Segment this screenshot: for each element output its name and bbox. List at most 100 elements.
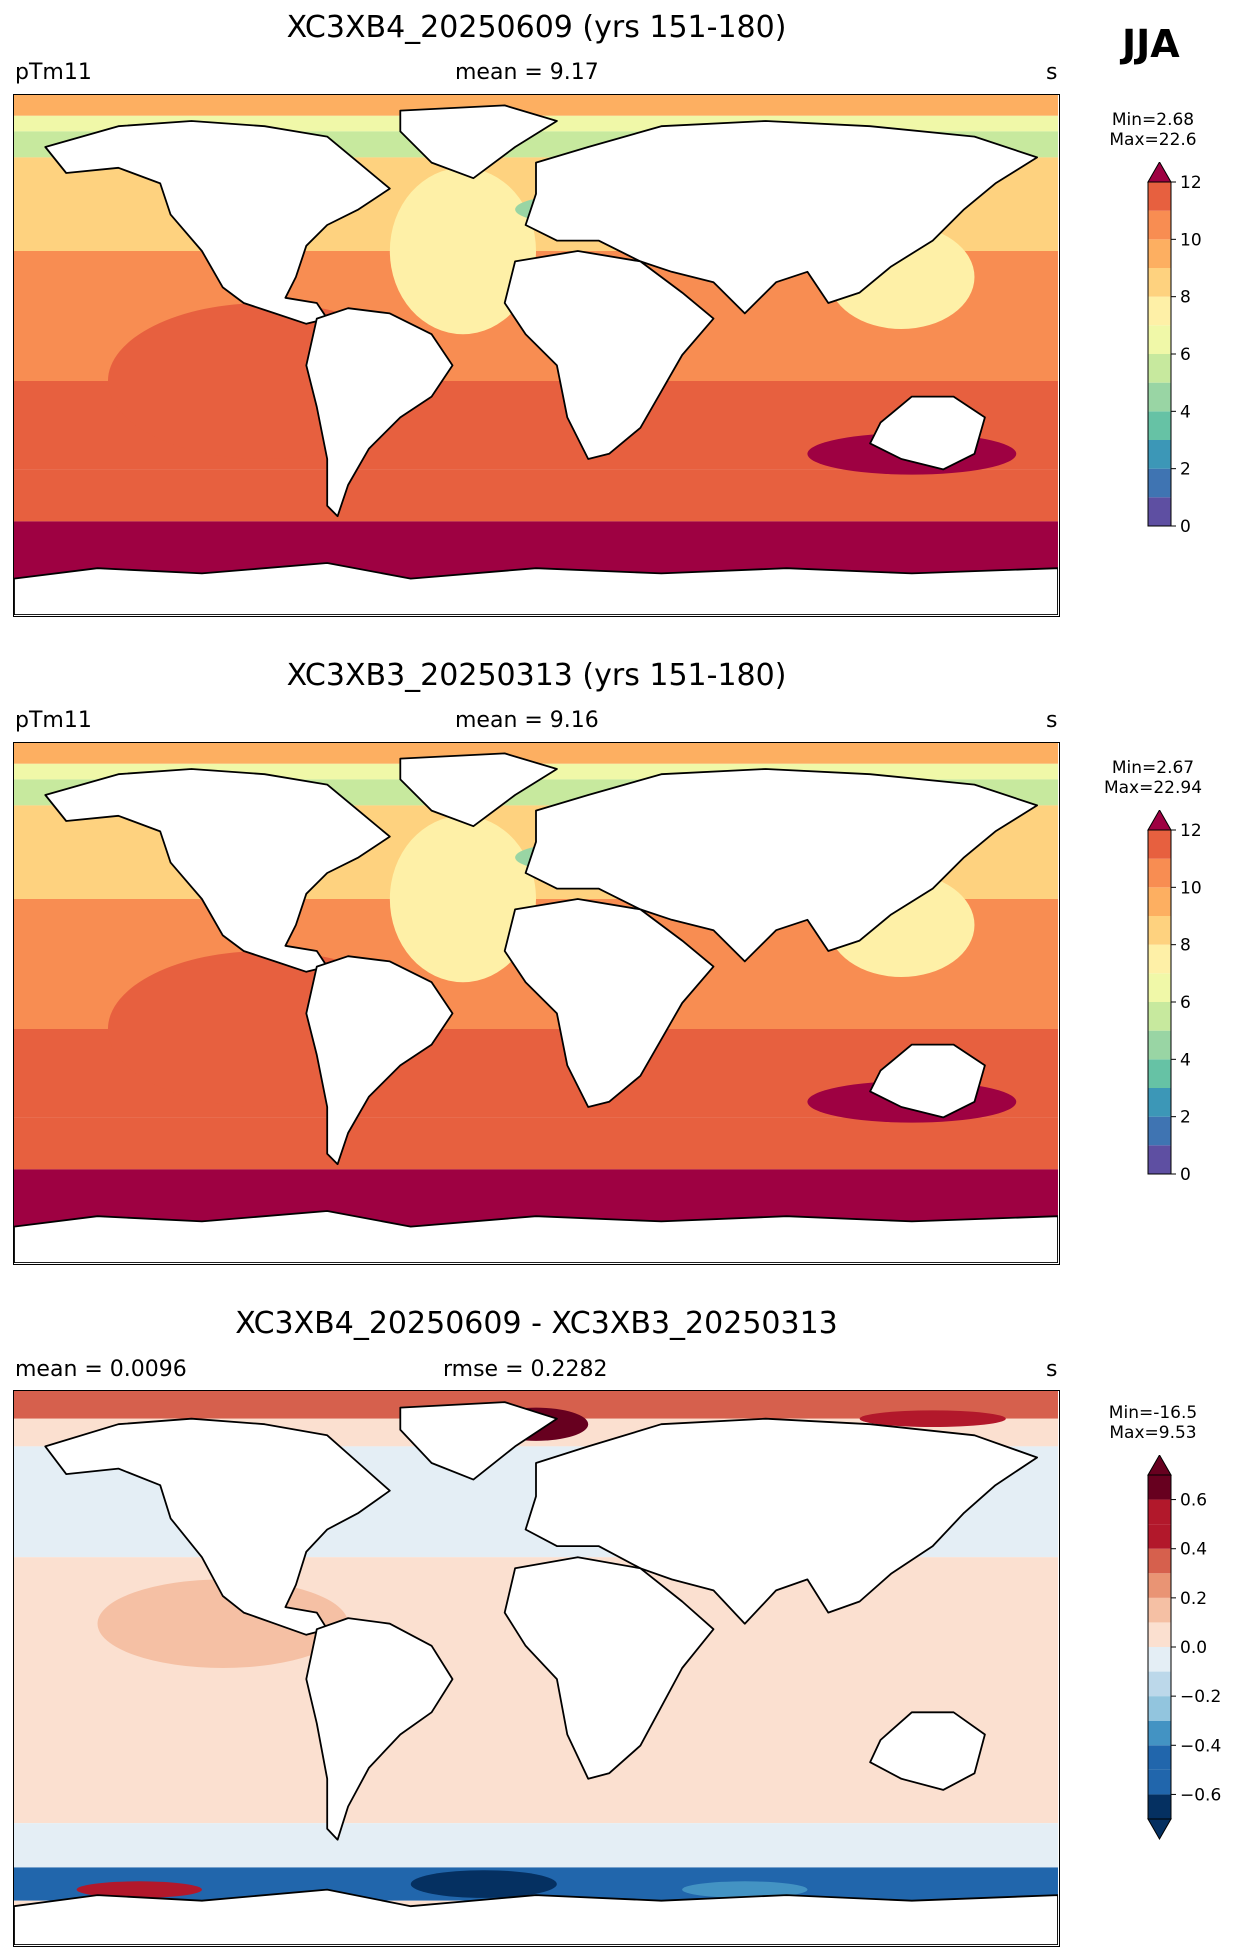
panel-2-variable-label: pTm11 (15, 708, 92, 733)
colorbar-tick-label: 2 (1180, 460, 1191, 480)
land-africa (503, 898, 715, 1108)
colorbar-tick-label: 4 (1180, 402, 1191, 422)
colorbar-tick-label: 6 (1180, 345, 1191, 365)
land-greenland (399, 752, 558, 828)
colorbar-tick-label: −0.6 (1180, 1785, 1221, 1805)
colorbar-bin (1148, 830, 1171, 859)
colorbar-bin (1148, 1145, 1171, 1174)
panel-2-colorbar: 0 2 4 6 8 10 12 (1147, 810, 1202, 1185)
panel-1-map (13, 94, 1060, 617)
land-northAmerica (44, 120, 391, 325)
colorbar-bin (1148, 1548, 1171, 1574)
panel-3-max: Max=9.53 (1109, 1423, 1197, 1443)
panel-1-minmax: Min=2.68 Max=22.6 (1098, 110, 1208, 150)
season-label: JJA (1122, 22, 1180, 66)
panel-2-max: Max=22.94 (1103, 778, 1203, 798)
field-blob (682, 1881, 808, 1898)
colorbar-bin (1148, 1002, 1171, 1031)
colorbar-bin (1148, 973, 1171, 1002)
colorbar-tick-label: 4 (1180, 1050, 1191, 1070)
land-greenland (399, 1401, 558, 1481)
field-blob (410, 1870, 557, 1898)
colorbar-bin (1148, 944, 1171, 974)
colorbar-bin (1148, 1622, 1171, 1647)
land-australia (869, 1711, 986, 1791)
field-blob (389, 815, 536, 983)
panel-1-units-label: s (1046, 60, 1058, 85)
colorbar-tick-label: 0.0 (1180, 1638, 1207, 1658)
colorbar-tick-label: 12 (1180, 173, 1202, 193)
field-blob (76, 1881, 202, 1898)
colorbar-bin (1148, 440, 1171, 469)
colorbar-extend-max (1147, 1455, 1172, 1476)
panel-3-units-label: s (1046, 1357, 1058, 1382)
panel-2-map (13, 742, 1060, 1265)
land-australia (869, 395, 986, 471)
panel-3-rmse-label: rmse = 0.2282 (443, 1357, 608, 1382)
land-antarctica (14, 1210, 1058, 1263)
panel-2-minmax: Min=2.67 Max=22.94 (1098, 758, 1208, 798)
colorbar-tick-label: 10 (1180, 878, 1202, 898)
colorbar-bin (1148, 1794, 1171, 1819)
panel-1-title: XC3XB4_20250609 (yrs 151-180) (286, 10, 787, 45)
land-southAmerica (305, 955, 454, 1166)
colorbar-bin (1148, 296, 1171, 326)
panel-1-max: Max=22.6 (1109, 130, 1197, 150)
colorbar-tick-label: 0.2 (1180, 1589, 1207, 1609)
land-northAmerica (44, 1417, 391, 1636)
panel-2-title: XC3XB3_20250313 (yrs 151-180) (286, 658, 787, 693)
panel-1-variable-label: pTm11 (15, 60, 92, 85)
colorbar-tick-label: 8 (1180, 936, 1191, 956)
colorbar-bin (1148, 182, 1171, 211)
field-blob (389, 167, 536, 335)
colorbar-tick-label: 2 (1180, 1108, 1191, 1128)
panel-2-mean-label: mean = 9.16 (455, 708, 599, 733)
field-blob (859, 1410, 1006, 1428)
colorbar-bin (1148, 1524, 1171, 1549)
coastlines (14, 1401, 1058, 1945)
panel-3-minmax: Min=-16.5 Max=9.53 (1098, 1403, 1208, 1443)
colorbar-bin (1148, 1696, 1171, 1721)
colorbar-tick-label: 10 (1180, 230, 1202, 250)
colorbar-bin (1148, 1030, 1171, 1060)
panel-3-min: Min=-16.5 (1108, 1403, 1198, 1423)
coastlines (14, 752, 1058, 1263)
colorbar-bin (1148, 411, 1171, 440)
field-band (14, 1117, 1058, 1170)
colorbar-extend-min (1147, 1818, 1172, 1841)
panel-3-map (13, 1390, 1060, 1947)
land-africa (503, 250, 715, 460)
colorbar-bin (1148, 1647, 1171, 1672)
colorbar-extend-max (1147, 810, 1172, 831)
colorbar-tick-label: 0.4 (1180, 1540, 1207, 1560)
colorbar-extend-max (1147, 162, 1172, 183)
colorbar-bin (1148, 1475, 1171, 1500)
land-northAmerica (44, 768, 391, 973)
colorbar-tick-label: 8 (1180, 288, 1191, 308)
colorbar-tick-label: 12 (1180, 821, 1202, 841)
colorbar-bin (1148, 354, 1171, 383)
field-band (14, 469, 1058, 522)
land-eurasia (524, 768, 1038, 963)
panel-1-colorbar: 0 2 4 6 8 10 12 (1147, 162, 1202, 537)
colorbar-bin (1148, 268, 1171, 297)
colorbar-bin (1148, 858, 1171, 888)
land-eurasia (524, 1417, 1038, 1625)
colorbar-tick-label: 0 (1180, 1165, 1191, 1185)
colorbar-tick-label: 0 (1180, 517, 1191, 537)
land-greenland (399, 104, 558, 180)
colorbar-tick-label: 0.6 (1180, 1491, 1207, 1511)
colorbar-tick-label: 6 (1180, 993, 1191, 1013)
colorbar-bin (1148, 887, 1171, 916)
colorbar-bin (1148, 1769, 1171, 1795)
colorbar-bin (1148, 1745, 1171, 1770)
panel-1-mean-label: mean = 9.17 (455, 60, 599, 85)
colorbar-bin (1148, 239, 1171, 268)
colorbar-bin (1148, 1720, 1171, 1746)
colorbar-tick-label: −0.4 (1180, 1736, 1221, 1756)
land-africa (503, 1556, 715, 1780)
colorbar-tick-label: −0.2 (1180, 1687, 1221, 1707)
colorbar-bin (1148, 1059, 1171, 1088)
panel-1-min: Min=2.68 (1111, 110, 1195, 130)
panel-2-min: Min=2.67 (1111, 758, 1195, 778)
